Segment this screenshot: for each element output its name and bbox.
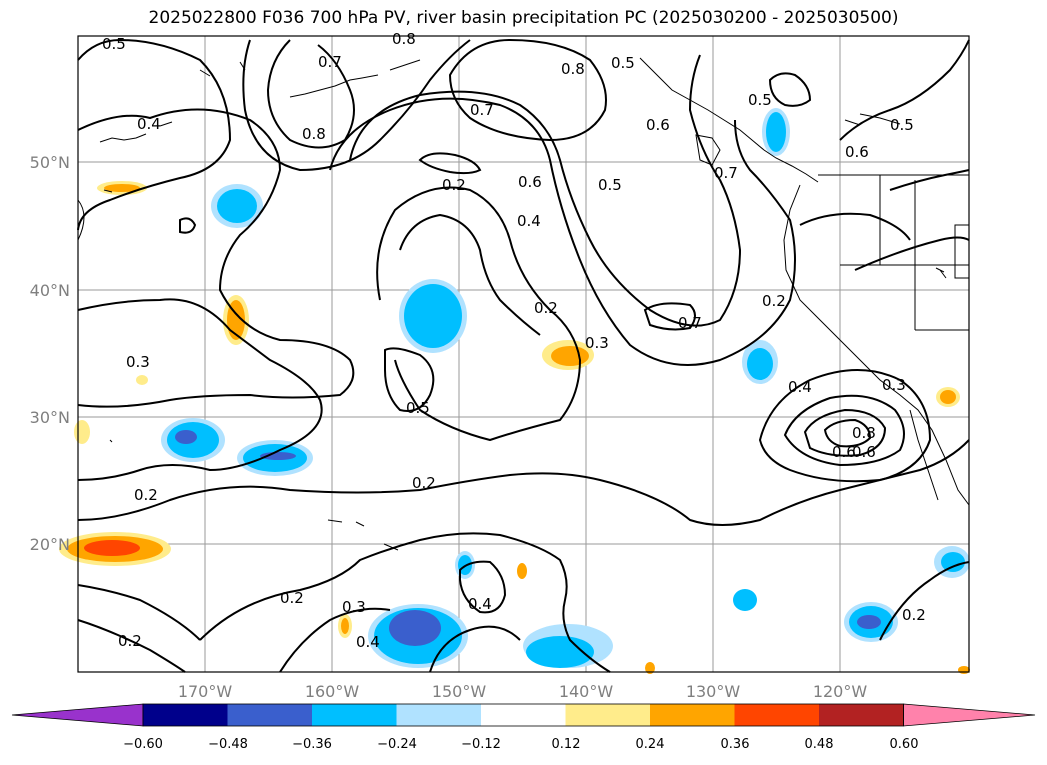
colorbar-segment — [143, 704, 228, 726]
contour-label: 0.2 — [762, 292, 786, 310]
lon-tick: 150°W — [432, 682, 487, 701]
contour-label: 0.6 — [852, 443, 876, 461]
colorbar-tick: 0.60 — [890, 737, 919, 752]
colorbar-tick: −0.48 — [208, 737, 248, 752]
contour-label: 0.3 — [126, 353, 150, 371]
contour-label: 0.7 — [714, 164, 738, 182]
contour-label: 0.5 — [102, 35, 126, 53]
colorbar-segment — [396, 704, 482, 726]
contour-label: 0.5 — [890, 116, 914, 134]
colorbar-tick: −0.12 — [461, 737, 501, 752]
contour-label: 0.2 — [118, 632, 142, 650]
precip-shading — [59, 108, 970, 674]
colorbar-extend-min — [11, 703, 144, 727]
contour-label: 0.6 — [646, 116, 670, 134]
contour-label: 0.4 — [468, 595, 492, 613]
contour-label: 0.6 — [832, 443, 856, 461]
colorbar-tick: 0.48 — [805, 737, 834, 752]
colorbar-tick: 0.12 — [552, 737, 581, 752]
contour-label: 0.2 — [134, 486, 158, 504]
contour-label: 0.3 — [882, 376, 906, 394]
contour-label: 0.4 — [517, 212, 541, 230]
colorbar-extend-max — [903, 703, 1036, 727]
lat-tick: 20°N — [30, 535, 70, 554]
contour-label: 0.4 — [788, 378, 812, 396]
colorbar-outline — [142, 703, 904, 727]
contour-label: 0.8 — [302, 125, 326, 143]
contour-label: 0.2 — [280, 589, 304, 607]
contour-label: 0.5 — [406, 399, 430, 417]
map-frame — [77, 35, 970, 673]
contour-label: 0.8 — [852, 424, 876, 442]
colorbar-segment — [819, 704, 904, 726]
lon-tick: 130°W — [686, 682, 741, 701]
colorbar-segment — [734, 704, 820, 726]
latitude-ticks: 50°N 40°N 30°N 20°N — [30, 153, 70, 554]
contour-label: 0.6 — [518, 173, 542, 191]
colorbar-segment — [650, 704, 735, 726]
contour-label: 0.8 — [392, 30, 416, 48]
lat-tick: 30°N — [30, 408, 70, 427]
contour-label: 0.3 — [342, 598, 366, 616]
contour-label: 0.4 — [356, 633, 380, 651]
colorbar-tick: 0.36 — [721, 737, 750, 752]
lat-tick: 40°N — [30, 281, 70, 300]
colorbar-ticks: −0.60 −0.48 −0.36 −0.24 −0.12 0.12 0.24 … — [123, 737, 918, 752]
coastlines — [77, 57, 970, 551]
colorbar-tick: −0.36 — [292, 737, 332, 752]
contour-label: 0.6 — [845, 143, 869, 161]
lon-tick: 170°W — [178, 682, 233, 701]
contour-label: 0.5 — [748, 91, 772, 109]
colorbar-tick: 0.24 — [636, 737, 665, 752]
contour-label: 0.5 — [611, 54, 635, 72]
gridlines — [78, 36, 969, 672]
colorbar-segment — [481, 704, 566, 726]
colorbar-tick: −0.60 — [123, 737, 163, 752]
contour-label: 0.7 — [318, 53, 342, 71]
contour-label: 0.5 — [598, 176, 622, 194]
longitude-ticks: 170°W 160°W 150°W 140°W 130°W 120°W — [178, 682, 868, 701]
lon-tick: 160°W — [305, 682, 360, 701]
contour-label: 0.8 — [561, 60, 585, 78]
colorbar-segment — [312, 704, 397, 726]
contour-labels: 0.5 0.7 0.8 0.4 0.8 0.7 0.8 0.6 0.5 0.5 … — [102, 30, 926, 651]
contour-label: 0.4 — [137, 115, 161, 133]
lon-tick: 120°W — [813, 682, 868, 701]
pv-contours — [77, 38, 970, 673]
colorbar — [11, 703, 1036, 727]
lon-tick: 140°W — [559, 682, 614, 701]
contour-label: 0.7 — [678, 314, 702, 332]
colorbar-segment — [565, 704, 651, 726]
contour-label: 0.2 — [534, 299, 558, 317]
map-title: 2025022800 F036 700 hPa PV, river basin … — [148, 8, 899, 28]
contour-label: 0.7 — [470, 101, 494, 119]
contour-label: 0.2 — [442, 176, 466, 194]
contour-label: 0.3 — [585, 334, 609, 352]
colorbar-segment — [227, 704, 313, 726]
contour-label: 0.2 — [902, 606, 926, 624]
contour-label: 0.2 — [412, 474, 436, 492]
lat-tick: 50°N — [30, 153, 70, 172]
colorbar-tick: −0.24 — [377, 737, 417, 752]
